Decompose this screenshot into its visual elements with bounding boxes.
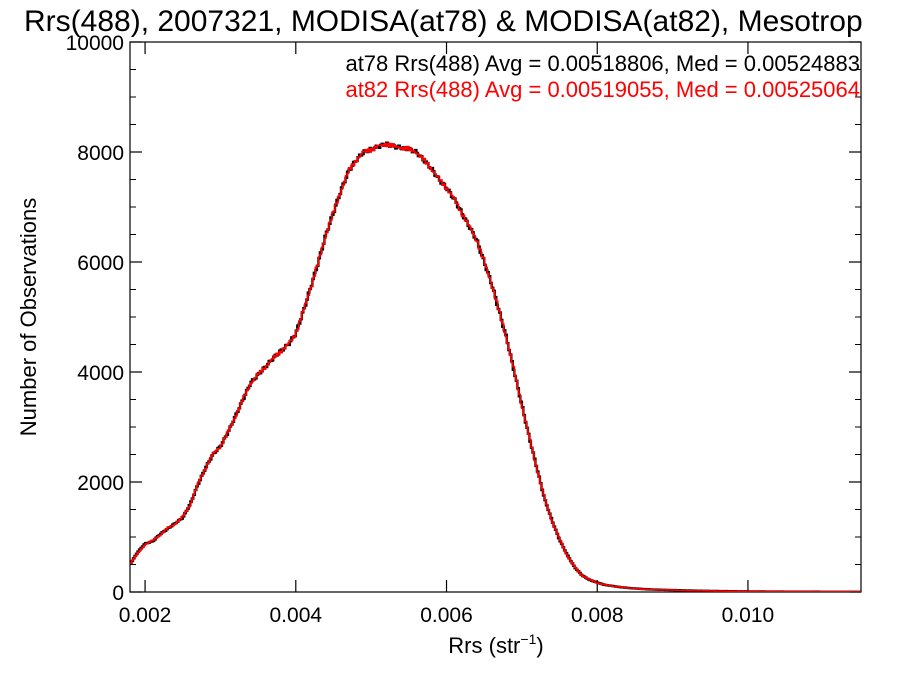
x-tick-label: 0.002: [119, 604, 172, 627]
x-tick-label: 0.010: [722, 604, 775, 627]
x-tick-label: 0.004: [270, 604, 323, 627]
x-axis-label: Rrs (str−1): [448, 631, 543, 658]
x-axis-label-main: Rrs (str: [448, 633, 520, 658]
y-tick-label: 8000: [77, 142, 124, 165]
y-tick-label: 0: [112, 582, 124, 605]
series-layer: [130, 141, 861, 592]
y-tick-label: 10000: [66, 32, 124, 55]
x-axis-label-superscript: −1: [520, 631, 536, 647]
y-axis-label: Number of Observations: [16, 198, 41, 436]
annotation-at82-stats: at82 Rrs(488) Avg = 0.00519055, Med = 0.…: [345, 77, 860, 102]
y-axis: 0 2000 4000 6000 8000 10000: [66, 32, 861, 605]
y-tick-label: 6000: [77, 252, 124, 275]
x-axis: 0.002 0.004 0.006 0.008 0.010: [119, 42, 774, 627]
series-line-at82: [130, 142, 861, 592]
x-axis-label-close: ): [536, 633, 543, 658]
annotation-at78-stats: at78 Rrs(488) Avg = 0.00518806, Med = 0.…: [345, 51, 860, 76]
x-tick-label: 0.006: [420, 604, 473, 627]
y-tick-label: 4000: [77, 362, 124, 385]
y-tick-label: 2000: [77, 472, 124, 495]
chart-title: Rrs(488), 2007321, MODISA(at78) & MODISA…: [24, 5, 863, 38]
x-tick-label: 0.008: [571, 604, 624, 627]
